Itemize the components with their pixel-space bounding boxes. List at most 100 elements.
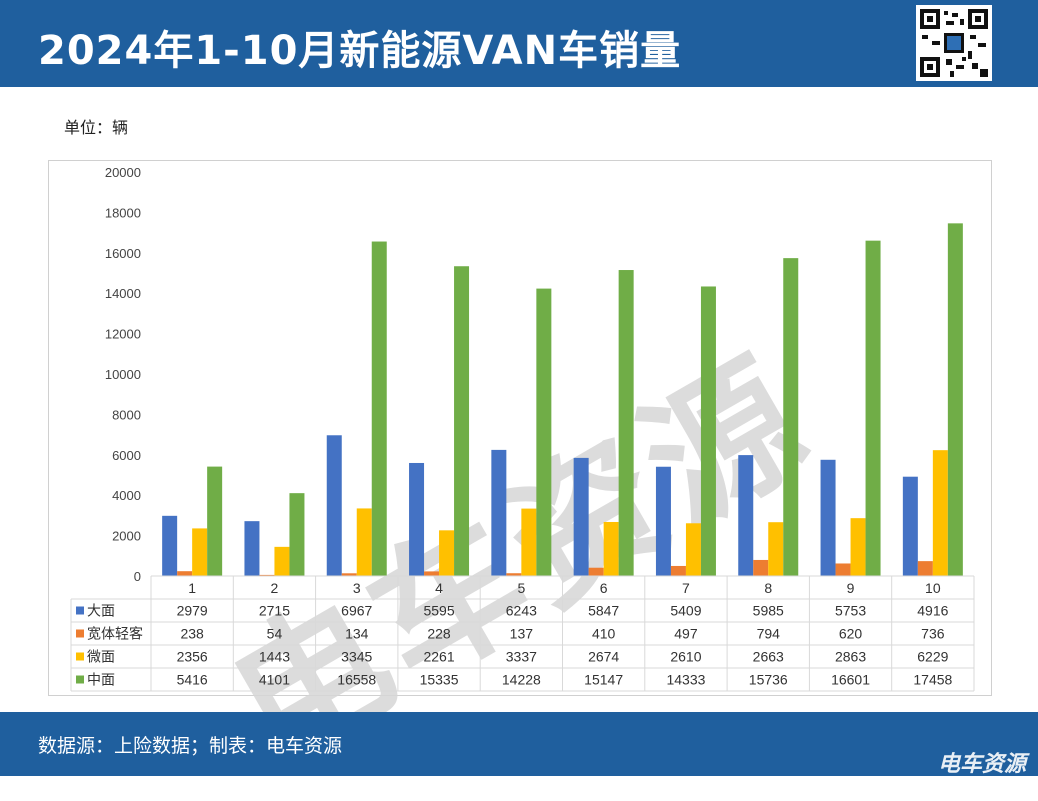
data-label: 2610 — [670, 649, 701, 665]
bar — [835, 563, 851, 576]
bar — [244, 521, 260, 576]
bar — [573, 457, 589, 576]
data-label: 5595 — [423, 603, 454, 619]
y-tick-label: 20000 — [105, 165, 141, 180]
y-tick-label: 18000 — [105, 205, 141, 220]
data-label: 228 — [427, 626, 451, 642]
legend-swatch — [76, 629, 84, 638]
x-tick-label: 5 — [517, 580, 525, 596]
data-label: 6229 — [917, 649, 948, 665]
data-label: 134 — [345, 626, 369, 642]
bar — [259, 574, 275, 576]
data-label: 2979 — [177, 603, 208, 619]
y-tick-label: 2000 — [112, 529, 141, 544]
bar — [618, 270, 634, 576]
data-label: 5847 — [588, 603, 619, 619]
data-label: 15147 — [584, 672, 623, 688]
bar — [506, 573, 522, 576]
data-label: 620 — [839, 626, 863, 642]
legend-swatch — [76, 606, 84, 615]
bar — [932, 450, 948, 576]
data-label: 1443 — [259, 649, 290, 665]
qr-code-icon — [916, 5, 992, 81]
data-label: 6967 — [341, 603, 372, 619]
data-label: 5416 — [177, 672, 208, 688]
data-label: 5753 — [835, 603, 866, 619]
y-tick-label: 4000 — [112, 488, 141, 503]
footer-source: 数据源：上险数据；制表：电车资源 — [38, 735, 343, 757]
y-tick-label: 8000 — [112, 407, 141, 422]
bar — [655, 466, 671, 576]
data-label: 5409 — [670, 603, 701, 619]
data-label: 5985 — [753, 603, 784, 619]
data-label: 3345 — [341, 649, 372, 665]
bar — [162, 515, 178, 576]
bar — [289, 493, 305, 576]
bar — [491, 449, 507, 576]
footer-brand-logo: 电车资源 — [937, 752, 1026, 777]
bar — [850, 518, 866, 576]
legend-swatch — [76, 675, 84, 684]
data-label: 497 — [674, 626, 698, 642]
bar-chart: 0 2000 4000 6000 8000 10000 12000 14000 16000 180… — [70, 165, 975, 692]
bar — [192, 528, 208, 576]
data-label: 2863 — [835, 649, 866, 665]
y-tick-label: 6000 — [112, 448, 141, 463]
data-label: 15736 — [749, 672, 788, 688]
bar — [902, 476, 918, 576]
bar — [820, 459, 836, 576]
bar — [454, 266, 470, 576]
y-tick-label: 12000 — [105, 327, 141, 342]
bar — [865, 240, 881, 576]
legend-label: 宽体轻客 — [87, 626, 143, 642]
page-title: 2024年1-10月新能源VAN车销量 — [38, 28, 682, 74]
bar — [783, 258, 799, 576]
chart-panel: 电车资源 0 2000 4000 6000 8000 10000 12000 14000 160… — [48, 160, 992, 795]
data-label: 54 — [267, 626, 283, 642]
data-label: 410 — [592, 626, 616, 642]
x-tick-label: 3 — [353, 580, 361, 596]
x-tick-label: 4 — [435, 580, 443, 596]
bar — [439, 530, 455, 576]
x-tick-label: 7 — [682, 580, 690, 596]
bar — [326, 435, 342, 576]
data-label: 16601 — [831, 672, 870, 688]
legend-label: 大面 — [87, 603, 115, 619]
data-label: 736 — [921, 626, 945, 642]
data-label: 4101 — [259, 672, 290, 688]
data-label: 14333 — [666, 672, 705, 688]
data-label: 137 — [510, 626, 534, 642]
data-label: 794 — [757, 626, 781, 642]
data-label: 17458 — [913, 672, 952, 688]
data-label: 3337 — [506, 649, 537, 665]
data-label: 2261 — [423, 649, 454, 665]
legend-label: 微面 — [87, 649, 115, 665]
bar — [588, 567, 604, 576]
x-tick-label: 9 — [847, 580, 855, 596]
data-label: 14228 — [502, 672, 541, 688]
bar — [424, 571, 440, 576]
data-label: 6243 — [506, 603, 537, 619]
data-label: 2715 — [259, 603, 290, 619]
bar — [685, 523, 701, 576]
data-label: 4916 — [917, 603, 948, 619]
y-tick-label: 0 — [134, 569, 141, 584]
bar — [753, 559, 769, 576]
bar — [700, 286, 716, 576]
y-tick-label: 14000 — [105, 286, 141, 301]
bar — [409, 462, 425, 576]
bar — [738, 455, 754, 576]
bar — [947, 223, 963, 577]
x-tick-label: 10 — [925, 580, 941, 596]
data-label: 16558 — [337, 672, 376, 688]
x-tick-label: 6 — [600, 580, 608, 596]
bar — [371, 241, 387, 577]
header-bar: 2024年1-10月新能源VAN车销量 — [0, 0, 1038, 87]
data-label: 15335 — [420, 672, 459, 688]
bar — [521, 508, 537, 576]
bar — [341, 573, 357, 576]
x-tick-label: 2 — [271, 580, 279, 596]
y-tick-label: 16000 — [105, 246, 141, 261]
bar — [356, 508, 372, 576]
y-tick-label: 10000 — [105, 367, 141, 382]
